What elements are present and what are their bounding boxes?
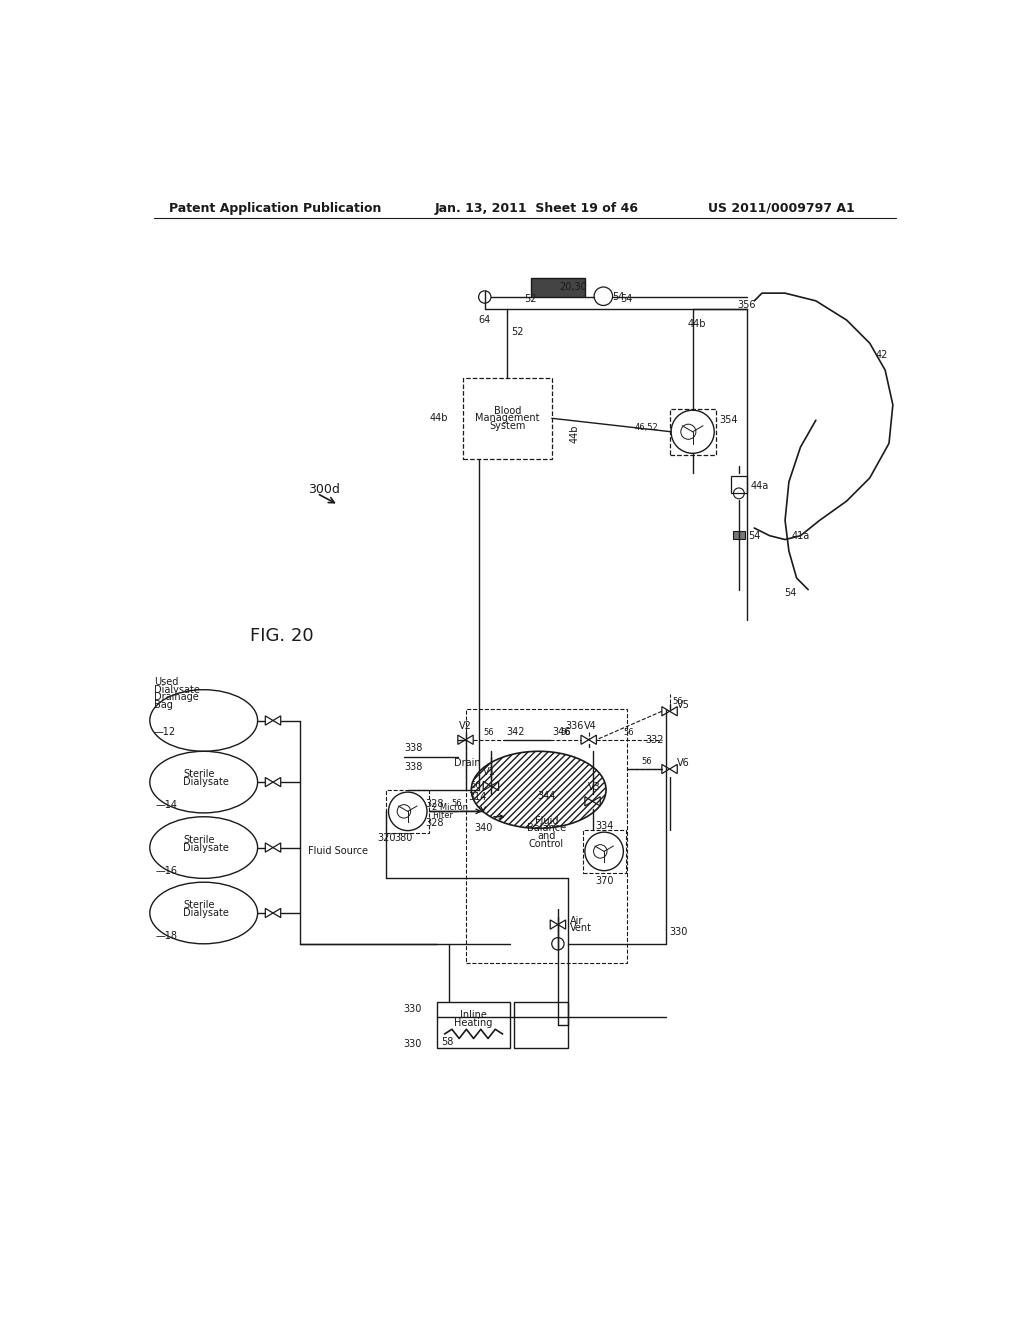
Text: V3: V3 (588, 783, 600, 792)
Text: V4: V4 (584, 721, 597, 731)
Text: Used: Used (154, 677, 178, 686)
Text: Filter: Filter (432, 810, 454, 820)
Text: 330: 330 (670, 927, 688, 937)
Text: Fluid: Fluid (535, 816, 558, 825)
Text: US 2011/0009797 A1: US 2011/0009797 A1 (708, 202, 855, 215)
Bar (514, 1002, 568, 1048)
Text: V2: V2 (459, 721, 472, 731)
Bar (466, 709, 628, 964)
Text: 340: 340 (474, 824, 493, 833)
Text: V6: V6 (677, 758, 690, 768)
Text: 346: 346 (553, 727, 571, 737)
Text: Inline: Inline (460, 1010, 487, 1020)
Text: 52: 52 (511, 326, 524, 337)
Text: 380: 380 (394, 833, 413, 843)
Text: 54: 54 (612, 292, 625, 302)
Text: 56: 56 (624, 727, 635, 737)
Bar (731, 477, 746, 494)
Text: 54: 54 (749, 531, 761, 541)
Text: Dialysate: Dialysate (154, 685, 200, 694)
Text: 20,30: 20,30 (559, 282, 587, 292)
Text: 314: 314 (468, 792, 486, 803)
Text: 54: 54 (784, 589, 797, 598)
Text: 344: 344 (538, 791, 556, 801)
Text: Sterile: Sterile (183, 770, 214, 779)
Text: Control: Control (528, 838, 564, 849)
Text: V5: V5 (677, 700, 690, 710)
Text: 44a: 44a (751, 480, 769, 491)
Text: 334: 334 (595, 821, 613, 832)
Text: Dialysate: Dialysate (183, 777, 228, 787)
Text: 56: 56 (483, 727, 494, 737)
Bar (733, 531, 745, 539)
Text: 338: 338 (403, 762, 422, 772)
Text: —18: —18 (156, 931, 177, 941)
Text: —16: —16 (156, 866, 177, 875)
Text: 320: 320 (377, 833, 395, 843)
Text: Management: Management (475, 413, 540, 424)
Text: 338: 338 (403, 743, 422, 754)
Text: Sterile: Sterile (183, 834, 214, 845)
Bar (386, 789, 429, 833)
Text: 342: 342 (506, 727, 525, 737)
Text: 44b: 44b (569, 425, 580, 444)
Text: Patent Application Publication: Patent Application Publication (169, 202, 381, 215)
Bar (670, 409, 716, 455)
Text: Drainage: Drainage (154, 693, 199, 702)
Text: 44b: 44b (687, 319, 706, 329)
Bar (583, 830, 626, 873)
Text: 370: 370 (595, 875, 613, 886)
Text: 41a: 41a (792, 531, 810, 541)
Bar (531, 277, 585, 297)
Bar (437, 1002, 510, 1048)
Text: 56: 56 (451, 799, 462, 808)
Text: Heating: Heating (455, 1018, 493, 1028)
Bar (463, 378, 552, 459)
Text: 42: 42 (876, 350, 888, 360)
Text: 44b: 44b (429, 413, 447, 424)
Text: Vent: Vent (569, 924, 592, 933)
Text: FIG. 20: FIG. 20 (250, 627, 313, 644)
Text: System: System (489, 421, 525, 430)
Text: 300d: 300d (307, 483, 340, 496)
Text: Jan. 13, 2011  Sheet 19 of 46: Jan. 13, 2011 Sheet 19 of 46 (435, 202, 639, 215)
Text: Bag: Bag (154, 700, 172, 710)
Text: Blood: Blood (494, 405, 521, 416)
Text: 328: 328 (425, 818, 444, 828)
Text: 56: 56 (672, 697, 683, 706)
Text: 56: 56 (470, 781, 481, 791)
Text: Sterile: Sterile (183, 900, 214, 911)
Text: 336: 336 (565, 721, 584, 730)
Text: 56: 56 (641, 756, 651, 766)
Text: 58: 58 (441, 1036, 454, 1047)
Text: Dialysate: Dialysate (183, 908, 228, 917)
Text: Dialysate: Dialysate (183, 842, 228, 853)
Text: 330: 330 (403, 1005, 422, 1014)
Text: Balance: Balance (526, 824, 566, 833)
Text: 56: 56 (560, 727, 571, 737)
Text: 64: 64 (478, 315, 490, 325)
Text: Drain: Drain (454, 758, 480, 768)
Ellipse shape (471, 751, 606, 829)
Text: Fluid Source: Fluid Source (307, 846, 368, 857)
Text: —14: —14 (156, 800, 177, 810)
Text: 46,52: 46,52 (634, 424, 658, 433)
Text: 2 Micron: 2 Micron (432, 803, 468, 812)
Text: —12: —12 (154, 727, 176, 737)
Text: 330: 330 (403, 1039, 422, 1049)
Text: 328: 328 (425, 799, 444, 809)
Text: 54: 54 (621, 294, 633, 305)
Text: 52: 52 (524, 294, 537, 305)
Text: 354: 354 (720, 416, 738, 425)
Text: 332: 332 (645, 735, 664, 744)
Text: and: and (538, 832, 556, 841)
Text: 356: 356 (737, 300, 756, 310)
Text: V1: V1 (483, 767, 496, 777)
Text: Air: Air (569, 916, 583, 925)
